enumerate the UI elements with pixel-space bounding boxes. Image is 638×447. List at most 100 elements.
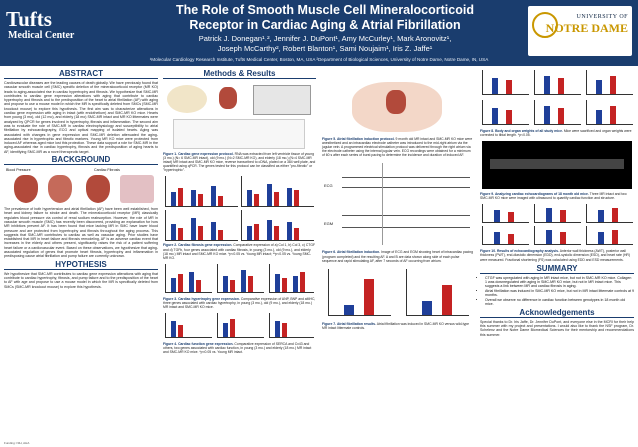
bar <box>198 226 203 241</box>
ecg-trace <box>342 177 470 179</box>
egm-trace <box>342 215 470 217</box>
divider <box>382 163 383 246</box>
bar <box>274 192 279 207</box>
chart-10d <box>482 226 529 246</box>
poster-header: Tufts Medical Center The Role of Smooth … <box>0 0 638 66</box>
hypothesis-text: We hypothesize that SMC-MR contributes t… <box>4 271 158 289</box>
chart-10c <box>586 204 633 224</box>
bar <box>287 222 292 241</box>
bar <box>211 222 216 241</box>
fig5-caption-body: 9 month old MR intact and SMC-MR KO mice… <box>322 137 473 158</box>
bar <box>230 319 235 338</box>
chart-4a <box>165 313 212 339</box>
bar <box>275 273 280 292</box>
figure-8-caption: Figure 8. Body and organ weights of all … <box>480 129 634 137</box>
figure-7-charts <box>322 264 474 321</box>
bar <box>596 80 602 94</box>
chart-8c <box>586 70 633 95</box>
figure-3-caption: Figure 3. Cardiac hypertrophy gene expre… <box>163 297 316 309</box>
bar <box>218 196 223 207</box>
bar <box>422 300 432 315</box>
bar <box>178 188 183 207</box>
bar <box>198 194 203 207</box>
notre-dame-logo: UNIVERSITY OF NOTRE DAME <box>528 6 632 56</box>
fig4-caption-body: Comparative expression of SERCA and Cx43… <box>163 342 312 355</box>
figure-4-charts <box>163 311 316 342</box>
chart-8f <box>586 100 633 125</box>
bar <box>287 188 292 207</box>
acknowledgements-heading: Acknowledgements <box>480 308 634 318</box>
bg-fig-label-left: Blood Pressure <box>6 168 31 173</box>
fig9-caption-body: Three MR intact and two SMC-MR KO mice w… <box>480 192 627 201</box>
column-af: Figure 5. Atrial fibrillation induction … <box>322 68 474 443</box>
footer-note: Funding: NIH, AHA <box>4 441 30 445</box>
bar <box>612 208 618 223</box>
authors-line1: Patrick J. Donegan¹˒², Jennifer J. DuPon… <box>198 34 452 43</box>
poster-title: The Role of Smooth Muscle Cell Mineraloc… <box>130 3 520 33</box>
figure-10-caption: Figure 10. Results of echocardiography a… <box>480 249 634 261</box>
summary-item: Overall we observe no difference in card… <box>485 298 634 307</box>
bar <box>294 190 299 207</box>
title-line1: The Role of Smooth Muscle Cell Mineraloc… <box>176 3 474 17</box>
chart-4c <box>269 313 314 339</box>
fig10-caption-body: Anterior wall thickness (AWT), posterior… <box>480 249 630 262</box>
figure-1-diagram <box>163 81 316 151</box>
figure-3-charts <box>163 261 316 296</box>
mouse-illustration <box>167 85 207 113</box>
column-abstract: ABSTRACT Cardiovascular diseases are the… <box>4 68 158 443</box>
chart-8b <box>534 70 581 95</box>
bar <box>610 76 616 94</box>
bar <box>196 279 201 292</box>
histology-image <box>120 175 154 204</box>
fig6-caption-body: Image of ECG and EGM showing heart of in… <box>322 250 474 263</box>
bar <box>247 226 252 241</box>
bar <box>282 323 287 338</box>
bar <box>275 321 280 338</box>
fig4-caption-title: Figure 4. Cardiac function gene expressi… <box>163 342 234 347</box>
fig5-caption-title: Figure 5. Atrial fibrillation induction … <box>322 137 395 141</box>
heart-icon <box>86 175 110 204</box>
column-results: Figure 8. Body and organ weights of all … <box>480 68 634 443</box>
bar <box>544 106 550 124</box>
bar <box>282 277 287 292</box>
abstract-heading: ABSTRACT <box>4 69 158 79</box>
bar <box>612 230 618 245</box>
fig7-caption-body: Atrial fibrillation was induced in SMC-M… <box>322 321 470 330</box>
figure-10-charts <box>480 202 634 249</box>
summary-item: CTGF was upregulated with aging in MR in… <box>485 276 634 289</box>
chart-7b <box>406 268 469 316</box>
heart-icon <box>219 87 237 109</box>
fig1-caption-body: RNA was extracted from left ventricle ti… <box>163 152 316 173</box>
heart-icon <box>48 175 72 204</box>
bar <box>248 275 253 292</box>
title-line2: Receptor in Cardiac Aging & Atrial Fibri… <box>189 18 461 32</box>
chart-10a <box>482 204 529 224</box>
affiliations: ¹Molecular Cardiology Research Institute… <box>149 57 489 62</box>
figure-4-caption: Figure 4. Cardiac function gene expressi… <box>163 342 316 354</box>
figure-5-caption: Figure 5. Atrial fibrillation induction … <box>322 137 474 157</box>
bg-fig-label-right: Cardiac Fibrosis <box>94 168 120 173</box>
bar <box>508 212 514 223</box>
figure-8-charts <box>480 68 634 128</box>
figure-6-caption: Figure 6. Atrial fibrillation induction.… <box>322 250 474 262</box>
bar <box>171 321 176 338</box>
figure-2-caption: Figure 2. Cardiac fibrosis gene expressi… <box>163 243 316 259</box>
fig2-caption-title: Figure 2. Cardiac fibrosis gene expressi… <box>163 243 233 248</box>
bar <box>558 78 564 94</box>
figure-7-caption: Figure 7. Atrial fibrillation results. A… <box>322 322 474 330</box>
fig1-caption-title: Figure 1. Cardiac gene expression protoc… <box>163 152 234 156</box>
logo-right-line2: NOTRE DAME <box>545 21 628 35</box>
chart-2d <box>241 210 314 242</box>
bar <box>560 232 566 245</box>
bar <box>300 271 305 292</box>
fig10-caption-title: Figure 10. Results of echocardiography a… <box>480 249 559 254</box>
figure-1-caption: Figure 1. Cardiac gene expression protoc… <box>163 152 316 172</box>
fig2-caption-body: Comparative expression of a) Col 1, b) C… <box>163 243 316 260</box>
chart-8d <box>482 100 529 125</box>
bar <box>171 224 176 241</box>
chart-10f <box>586 226 633 246</box>
bar <box>267 184 272 207</box>
authors-line2: Joseph McCarthy², Robert Blanton¹, Sami … <box>217 44 433 53</box>
chart-3b <box>217 263 264 293</box>
